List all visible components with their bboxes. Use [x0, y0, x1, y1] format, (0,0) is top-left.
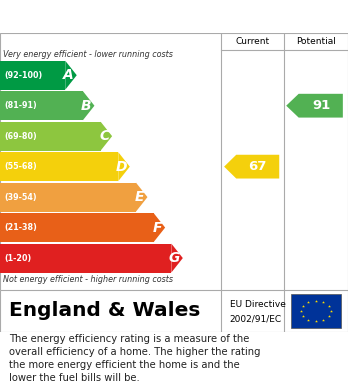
Text: D: D	[116, 160, 127, 174]
Text: (39-54): (39-54)	[4, 193, 37, 202]
Polygon shape	[83, 91, 94, 120]
Polygon shape	[136, 183, 148, 212]
Polygon shape	[65, 61, 77, 90]
Text: F: F	[153, 221, 163, 235]
Text: C: C	[99, 129, 109, 143]
Text: (69-80): (69-80)	[4, 132, 37, 141]
Polygon shape	[118, 152, 130, 181]
Text: The energy efficiency rating is a measure of the: The energy efficiency rating is a measur…	[9, 334, 249, 344]
Text: Potential: Potential	[296, 37, 336, 46]
Text: England & Wales: England & Wales	[9, 301, 200, 321]
Polygon shape	[286, 94, 343, 118]
Text: (21-38): (21-38)	[4, 223, 37, 232]
Text: 91: 91	[312, 99, 331, 112]
Bar	[0, 91, 83, 120]
Text: the more energy efficient the home is and the: the more energy efficient the home is an…	[9, 360, 239, 370]
Bar	[291, 294, 341, 328]
Text: (55-68): (55-68)	[4, 162, 37, 171]
Bar	[0, 244, 171, 273]
Text: (81-91): (81-91)	[4, 101, 37, 110]
Polygon shape	[101, 122, 112, 151]
Polygon shape	[154, 213, 165, 242]
Text: (92-100): (92-100)	[4, 71, 42, 80]
Text: B: B	[81, 99, 92, 113]
Text: (1-20): (1-20)	[4, 253, 31, 263]
Text: Very energy efficient - lower running costs: Very energy efficient - lower running co…	[3, 50, 173, 59]
Text: Energy Efficiency Rating: Energy Efficiency Rating	[10, 9, 232, 24]
Text: Current: Current	[235, 37, 269, 46]
Bar	[0, 183, 136, 212]
Text: G: G	[169, 251, 180, 265]
Text: A: A	[63, 68, 74, 82]
Text: overall efficiency of a home. The higher the rating: overall efficiency of a home. The higher…	[9, 347, 260, 357]
Bar	[0, 213, 154, 242]
Text: EU Directive: EU Directive	[230, 300, 286, 309]
Polygon shape	[224, 155, 279, 179]
Text: E: E	[135, 190, 145, 204]
Bar	[0, 61, 65, 90]
Text: 2002/91/EC: 2002/91/EC	[230, 315, 282, 324]
Text: 67: 67	[248, 160, 266, 173]
Bar	[0, 152, 118, 181]
Text: Not energy efficient - higher running costs: Not energy efficient - higher running co…	[3, 275, 174, 284]
Bar	[0, 122, 101, 151]
Polygon shape	[171, 244, 183, 273]
Text: lower the fuel bills will be.: lower the fuel bills will be.	[9, 373, 140, 383]
